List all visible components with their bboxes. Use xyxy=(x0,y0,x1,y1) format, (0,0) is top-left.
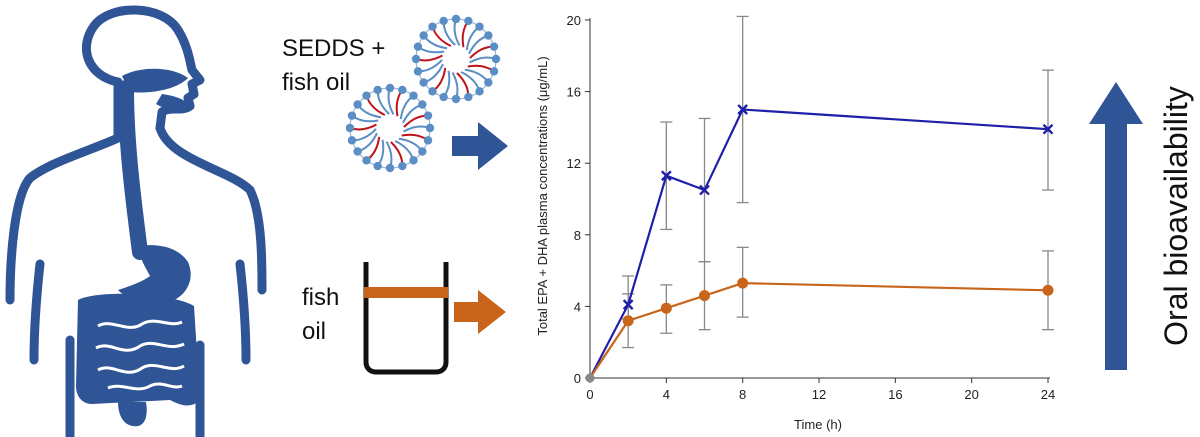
lipid-head xyxy=(451,94,461,104)
fish-oil-label-line1: fish xyxy=(302,284,339,311)
x-tick-label: 0 xyxy=(586,387,593,402)
data-point-stroke xyxy=(1042,123,1054,135)
y-tick-label: 4 xyxy=(574,299,581,314)
arrow-up-icon xyxy=(1089,82,1143,370)
lipid-head xyxy=(373,85,382,95)
data-point xyxy=(1042,123,1054,135)
concentration-chart: 0 4 8 12 16 20 0 4 8 12 16 20 24 Time (h) Total EPA… xyxy=(535,13,1055,432)
lipid-head xyxy=(418,147,427,156)
lipid-head xyxy=(362,156,371,165)
lipid-head xyxy=(385,163,395,173)
sedds-label-line2: fish oil xyxy=(282,69,350,96)
x-tick-label: 24 xyxy=(1041,387,1055,402)
lipid-head xyxy=(475,22,484,31)
x-tick-label: 8 xyxy=(739,387,746,402)
fish-oil-layer xyxy=(364,287,448,298)
lipid-head xyxy=(347,136,357,145)
lipid-head xyxy=(489,67,499,76)
lipid-head xyxy=(489,42,499,51)
lipid-head xyxy=(398,85,407,95)
data-point xyxy=(660,170,672,182)
lipid-head xyxy=(439,92,448,102)
lipid-head xyxy=(385,83,395,93)
micelle-shell xyxy=(349,87,431,169)
lipid-head xyxy=(428,87,437,96)
lipid-head xyxy=(451,14,461,24)
lipid-head xyxy=(428,22,437,31)
lipid-head xyxy=(409,156,418,165)
data-point xyxy=(622,315,634,327)
lipid-head xyxy=(464,16,473,26)
arrow-right-icon xyxy=(452,122,508,170)
lipid-head xyxy=(345,123,355,133)
lipid-head xyxy=(362,91,371,100)
beaker-icon xyxy=(363,262,449,375)
x-tick-label: 20 xyxy=(964,387,978,402)
data-point xyxy=(585,373,595,383)
data-point xyxy=(737,104,749,115)
lipid-head xyxy=(347,111,357,120)
lipid-head xyxy=(413,67,423,76)
series-line xyxy=(589,108,1049,379)
lipid-head xyxy=(491,54,501,64)
micelle-icon xyxy=(411,14,501,104)
oral-bioavailability-label: Oral bioavailability xyxy=(1158,86,1194,346)
y-tick-label: 0 xyxy=(574,371,581,386)
y-tick-label: 20 xyxy=(567,13,581,28)
data-point xyxy=(1042,284,1054,296)
lipid-head xyxy=(418,100,427,109)
x-tick-label: 12 xyxy=(812,387,826,402)
x-tick-label: 4 xyxy=(663,387,670,402)
lipid-head xyxy=(373,161,382,171)
lipid-head xyxy=(439,16,448,26)
data-point xyxy=(737,277,749,289)
lipid-head xyxy=(423,136,433,145)
lipid-head xyxy=(353,100,362,109)
x-axis-title: Time (h) xyxy=(794,417,842,432)
lipid-head xyxy=(425,123,435,133)
lipid-head xyxy=(484,78,493,87)
data-point xyxy=(699,290,710,302)
lipid-head xyxy=(464,92,473,102)
data-point-stroke xyxy=(737,104,749,115)
data-point xyxy=(699,184,710,196)
data-point-stroke xyxy=(699,184,710,196)
y-tick-label: 16 xyxy=(567,85,581,100)
data-point xyxy=(660,302,672,314)
lipid-head xyxy=(409,91,418,100)
lipid-head xyxy=(413,42,423,51)
lipid-head xyxy=(419,31,428,40)
micelle-shell xyxy=(415,18,497,100)
data-point-stroke xyxy=(622,299,634,310)
data-point xyxy=(622,299,634,310)
lipid-head xyxy=(423,111,433,120)
y-axis-title: Total EPA + DHA plasma concentrations (μ… xyxy=(535,56,550,335)
sedds-label-line1: SEDDS + xyxy=(282,35,385,62)
lipid-head xyxy=(419,78,428,87)
arrow-right-icon xyxy=(454,290,506,334)
micelle-icon xyxy=(345,83,435,173)
x-tick-label: 16 xyxy=(888,387,902,402)
y-tick-label: 12 xyxy=(567,156,581,171)
lipid-head xyxy=(411,54,421,64)
digestive-tract-icon xyxy=(76,68,200,427)
y-tick-label: 8 xyxy=(574,228,581,243)
fish-oil-label-line2: oil xyxy=(302,318,326,345)
lipid-head xyxy=(475,87,484,96)
series-line xyxy=(589,282,1049,379)
lipid-head xyxy=(484,31,493,40)
lipid-head xyxy=(353,147,362,156)
data-point-stroke xyxy=(660,170,672,182)
lipid-head xyxy=(398,161,407,171)
